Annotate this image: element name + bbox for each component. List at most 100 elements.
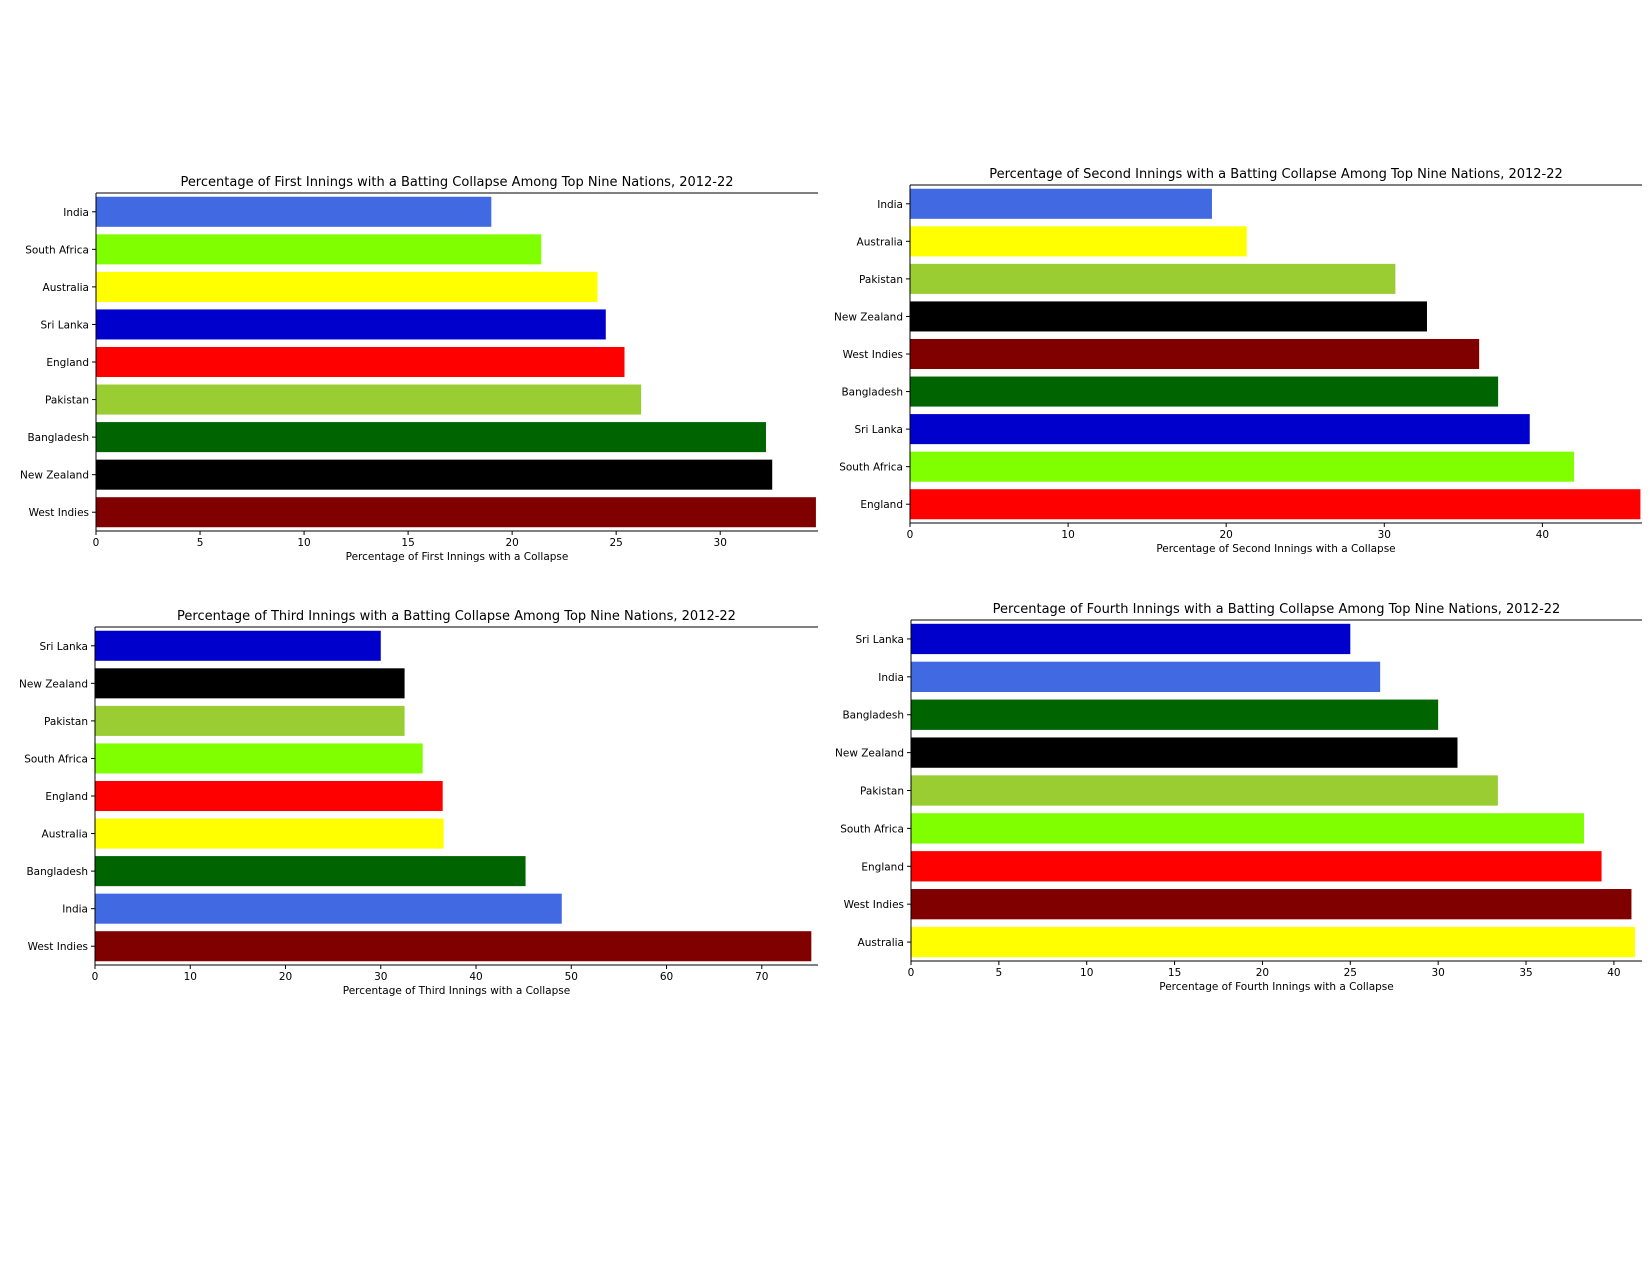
bar-south-africa xyxy=(95,743,423,774)
y-tick-label: New Zealand xyxy=(834,311,903,323)
bar-west-indies xyxy=(96,497,816,528)
x-tick-label: 15 xyxy=(1168,967,1181,979)
y-tick-label: South Africa xyxy=(25,244,89,256)
bar-australia xyxy=(910,226,1247,257)
y-tick-label: Australia xyxy=(858,937,904,949)
chart-panel-2: Percentage of Second Innings with a Batt… xyxy=(834,167,1642,555)
x-tick-label: 20 xyxy=(505,537,518,549)
y-tick-label: India xyxy=(878,672,904,684)
x-tick-label: 0 xyxy=(92,971,99,983)
y-tick-label: New Zealand xyxy=(20,470,89,482)
bar-south-africa xyxy=(96,234,542,265)
y-tick-label: Australia xyxy=(857,236,903,248)
x-tick-label: 40 xyxy=(1536,529,1549,541)
y-tick-label: Sri Lanka xyxy=(854,424,903,436)
chart-title: Percentage of Fourth Innings with a Batt… xyxy=(993,602,1561,617)
x-axis-label: Percentage of Second Innings with a Coll… xyxy=(1156,543,1395,555)
bar-india xyxy=(911,661,1381,692)
bar-england xyxy=(96,346,625,378)
bar-bangladesh xyxy=(911,699,1439,730)
bar-west-indies xyxy=(911,889,1632,920)
bar-india xyxy=(96,196,492,227)
y-tick-label: New Zealand xyxy=(835,748,904,760)
bar-pakistan xyxy=(96,384,642,415)
x-tick-label: 50 xyxy=(565,971,578,983)
y-tick-label: South Africa xyxy=(840,823,904,835)
y-tick-label: Australia xyxy=(43,282,89,294)
chart-panel-3: Percentage of Third Innings with a Batti… xyxy=(19,609,818,997)
x-tick-label: 5 xyxy=(996,967,1003,979)
y-tick-label: South Africa xyxy=(839,462,903,474)
bar-pakistan xyxy=(911,775,1498,806)
bar-new-zealand xyxy=(911,737,1458,768)
bar-west-indies xyxy=(95,931,812,962)
y-tick-label: West Indies xyxy=(844,899,904,911)
x-tick-label: 60 xyxy=(660,971,673,983)
bar-bangladesh xyxy=(910,376,1499,407)
bar-bangladesh xyxy=(96,422,766,453)
y-tick-label: Bangladesh xyxy=(841,387,903,399)
y-tick-label: Australia xyxy=(42,829,88,841)
y-tick-label: India xyxy=(877,199,903,211)
bar-new-zealand xyxy=(96,459,773,490)
y-tick-label: England xyxy=(45,791,88,803)
y-tick-label: West Indies xyxy=(28,941,88,953)
x-tick-label: 20 xyxy=(1256,967,1269,979)
bar-australia xyxy=(95,818,444,849)
bar-pakistan xyxy=(910,263,1396,294)
x-tick-label: 30 xyxy=(374,971,387,983)
x-tick-label: 35 xyxy=(1519,967,1532,979)
y-tick-label: Pakistan xyxy=(860,786,904,798)
bar-south-africa xyxy=(910,451,1575,482)
bar-australia xyxy=(911,926,1635,958)
bar-england xyxy=(95,780,443,812)
y-tick-label: England xyxy=(860,499,903,511)
y-tick-label: Sri Lanka xyxy=(39,641,88,653)
bar-sri-lanka xyxy=(911,623,1351,655)
bar-sri-lanka xyxy=(96,309,606,340)
y-tick-label: New Zealand xyxy=(19,678,88,690)
chart-title: Percentage of First Innings with a Batti… xyxy=(180,175,733,190)
y-tick-label: India xyxy=(62,904,88,916)
y-tick-label: South Africa xyxy=(24,753,88,765)
x-tick-label: 10 xyxy=(1080,967,1093,979)
x-tick-label: 25 xyxy=(1344,967,1357,979)
x-tick-label: 30 xyxy=(1431,967,1444,979)
bar-west-indies xyxy=(910,338,1480,370)
x-tick-label: 15 xyxy=(401,537,414,549)
bar-bangladesh xyxy=(95,856,526,887)
chart-title: Percentage of Second Innings with a Batt… xyxy=(989,167,1563,182)
x-tick-label: 40 xyxy=(1607,967,1620,979)
bar-india xyxy=(910,188,1212,219)
x-tick-label: 10 xyxy=(184,971,197,983)
bar-australia xyxy=(96,271,598,302)
x-tick-label: 10 xyxy=(297,537,310,549)
x-tick-label: 5 xyxy=(197,537,204,549)
y-tick-label: Bangladesh xyxy=(842,710,904,722)
bar-sri-lanka xyxy=(95,630,381,661)
bar-new-zealand xyxy=(95,668,405,699)
bar-pakistan xyxy=(95,705,405,736)
x-tick-label: 30 xyxy=(1378,529,1391,541)
x-tick-label: 10 xyxy=(1061,529,1074,541)
x-axis-label: Percentage of Third Innings with a Colla… xyxy=(343,985,570,997)
y-tick-label: Bangladesh xyxy=(27,432,89,444)
y-tick-label: West Indies xyxy=(29,507,89,519)
bar-england xyxy=(910,489,1641,520)
chart-title: Percentage of Third Innings with a Batti… xyxy=(177,609,736,624)
x-tick-label: 0 xyxy=(908,967,915,979)
chart-panel-1: Percentage of First Innings with a Batti… xyxy=(20,175,818,563)
x-tick-label: 20 xyxy=(1220,529,1233,541)
x-tick-label: 25 xyxy=(609,537,622,549)
x-tick-label: 0 xyxy=(93,537,100,549)
y-tick-label: Sri Lanka xyxy=(855,634,904,646)
x-tick-label: 30 xyxy=(714,537,727,549)
bar-sri-lanka xyxy=(910,414,1530,445)
y-tick-label: Pakistan xyxy=(44,716,88,728)
y-tick-label: Sri Lanka xyxy=(40,319,89,331)
chart-panel-4: Percentage of Fourth Innings with a Batt… xyxy=(835,602,1642,993)
x-tick-label: 0 xyxy=(907,529,914,541)
x-tick-label: 70 xyxy=(755,971,768,983)
bar-south-africa xyxy=(911,813,1585,844)
